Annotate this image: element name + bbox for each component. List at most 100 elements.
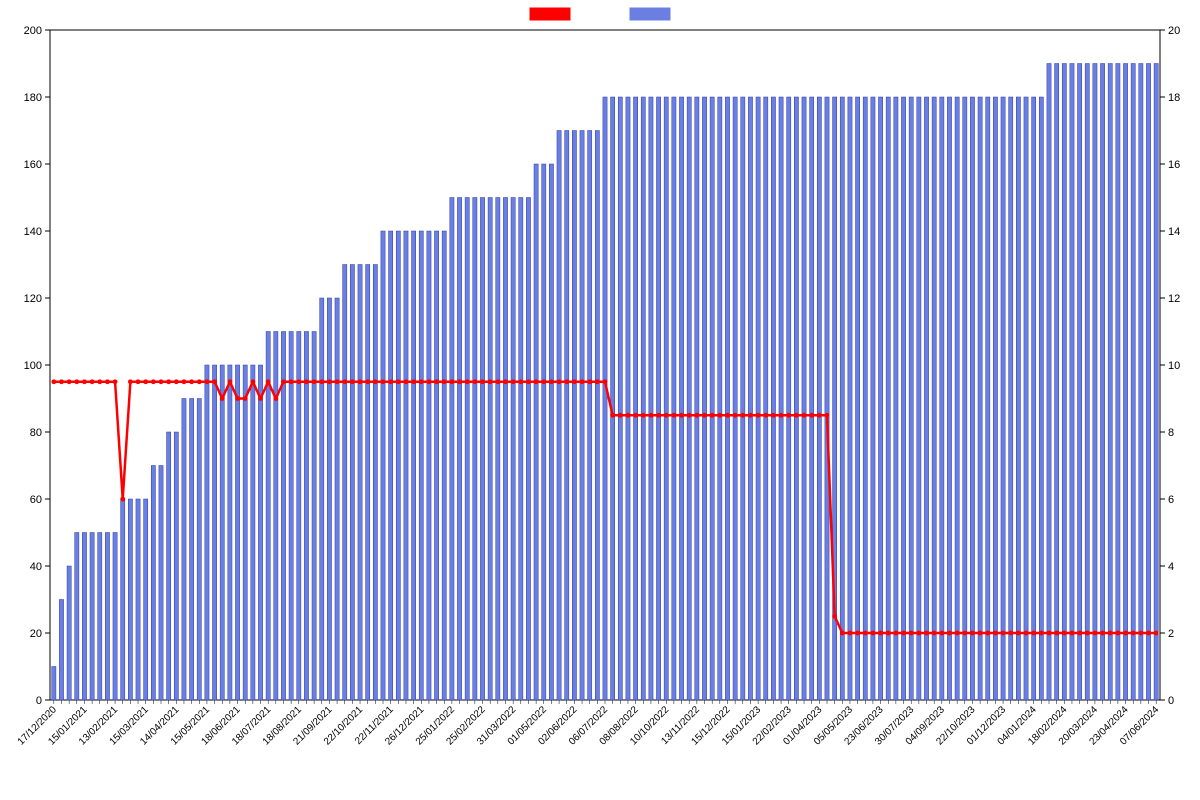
line-marker — [932, 631, 937, 636]
line-marker — [182, 379, 187, 384]
bar — [220, 365, 224, 700]
line-marker — [733, 413, 738, 418]
bar — [940, 97, 944, 700]
line-marker — [495, 379, 500, 384]
line-marker — [779, 413, 784, 418]
line-marker — [289, 379, 294, 384]
bar — [90, 533, 94, 701]
line-marker — [434, 379, 439, 384]
line-marker — [756, 413, 761, 418]
bar — [526, 198, 530, 701]
line-marker — [174, 379, 179, 384]
y-right-tick-label: 10 — [1168, 360, 1180, 372]
line-marker — [603, 379, 608, 384]
y-right-tick-label: 2 — [1168, 628, 1174, 640]
line-marker — [365, 379, 370, 384]
bar — [488, 198, 492, 701]
line-marker — [786, 413, 791, 418]
line-marker — [893, 631, 898, 636]
bar — [756, 97, 760, 700]
line-marker — [74, 379, 79, 384]
line-marker — [832, 614, 837, 619]
bar — [611, 97, 615, 700]
bar — [649, 97, 653, 700]
line-marker — [1039, 631, 1044, 636]
line-marker — [51, 379, 56, 384]
bar — [1001, 97, 1005, 700]
line-marker — [1108, 631, 1113, 636]
bar — [779, 97, 783, 700]
y-left-tick-label: 160 — [24, 159, 42, 171]
y-right-tick-label: 4 — [1168, 561, 1174, 573]
line-marker — [1154, 631, 1159, 636]
bar — [473, 198, 477, 701]
bar — [373, 265, 377, 701]
line-marker — [266, 379, 271, 384]
line-marker — [442, 379, 447, 384]
bar — [557, 131, 561, 701]
y-left-tick-label: 0 — [36, 695, 42, 707]
bar — [894, 97, 898, 700]
bar — [457, 198, 461, 701]
bar — [1032, 97, 1036, 700]
bar — [1093, 64, 1097, 701]
line-marker — [511, 379, 516, 384]
line-marker — [748, 413, 753, 418]
bar — [480, 198, 484, 701]
y-left-tick-label: 20 — [30, 628, 42, 640]
line-marker — [358, 379, 363, 384]
line-marker — [817, 413, 822, 418]
line-marker — [909, 631, 914, 636]
bar — [182, 399, 186, 701]
line-marker — [572, 379, 577, 384]
bar — [205, 365, 209, 700]
bar — [595, 131, 599, 701]
line-marker — [159, 379, 164, 384]
line-marker — [771, 413, 776, 418]
line-marker — [136, 379, 141, 384]
line-marker — [396, 379, 401, 384]
bar — [848, 97, 852, 700]
bar — [1024, 97, 1028, 700]
line-marker — [503, 379, 508, 384]
bar — [878, 97, 882, 700]
bar — [297, 332, 301, 701]
bar — [572, 131, 576, 701]
line-marker — [970, 631, 975, 636]
line-marker — [97, 379, 102, 384]
bar — [450, 198, 454, 701]
line-marker — [825, 413, 830, 418]
y-left-tick-label: 100 — [24, 360, 42, 372]
line-marker — [220, 396, 225, 401]
bar — [59, 600, 63, 701]
line-marker — [656, 413, 661, 418]
bar — [787, 97, 791, 700]
bar — [626, 97, 630, 700]
bar — [75, 533, 79, 701]
bar — [320, 298, 324, 700]
bar — [1039, 97, 1043, 700]
bar — [618, 97, 622, 700]
y-right-tick-label: 8 — [1168, 427, 1174, 439]
line-marker — [205, 379, 210, 384]
line-marker — [618, 413, 623, 418]
line-marker — [587, 379, 592, 384]
line-marker — [580, 379, 585, 384]
bar — [465, 198, 469, 701]
line-marker — [694, 413, 699, 418]
line-marker — [82, 379, 87, 384]
bar — [764, 97, 768, 700]
bar — [794, 97, 798, 700]
bar — [664, 97, 668, 700]
line-marker — [702, 413, 707, 418]
bar — [1085, 64, 1089, 701]
line-marker — [312, 379, 317, 384]
y-right-tick-label: 18 — [1168, 92, 1180, 104]
bar — [710, 97, 714, 700]
bar — [656, 97, 660, 700]
line-marker — [273, 396, 278, 401]
bar — [67, 566, 71, 700]
bar — [412, 231, 416, 700]
y-left-tick-label: 60 — [30, 494, 42, 506]
line-marker — [1093, 631, 1098, 636]
